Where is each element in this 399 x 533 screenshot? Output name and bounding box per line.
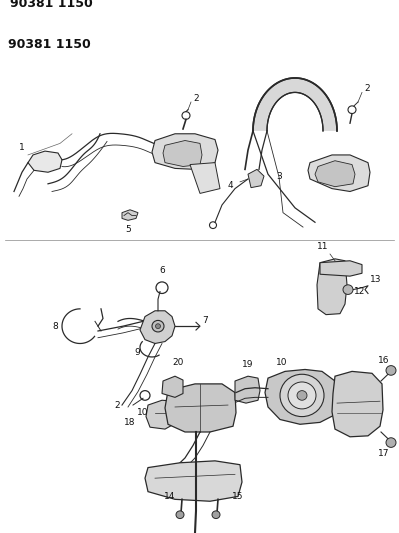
Polygon shape xyxy=(320,261,362,276)
Text: 17: 17 xyxy=(378,449,390,458)
Polygon shape xyxy=(248,169,264,188)
Polygon shape xyxy=(145,461,242,501)
Text: 6: 6 xyxy=(159,266,165,275)
Polygon shape xyxy=(162,376,183,398)
Polygon shape xyxy=(152,134,218,169)
Polygon shape xyxy=(163,141,202,166)
Text: 2: 2 xyxy=(115,401,120,409)
Circle shape xyxy=(288,382,316,409)
Circle shape xyxy=(280,374,324,417)
Polygon shape xyxy=(165,384,236,432)
Circle shape xyxy=(156,324,160,328)
Polygon shape xyxy=(315,161,355,187)
Text: 1: 1 xyxy=(19,143,25,152)
Circle shape xyxy=(297,391,307,400)
Text: 16: 16 xyxy=(378,356,390,365)
Text: 18: 18 xyxy=(124,418,135,427)
Text: 8: 8 xyxy=(52,322,58,330)
Polygon shape xyxy=(122,210,138,220)
Text: 7: 7 xyxy=(202,316,208,325)
Polygon shape xyxy=(235,376,260,403)
Polygon shape xyxy=(253,78,337,131)
Circle shape xyxy=(176,511,184,519)
Text: 13: 13 xyxy=(370,276,381,285)
Polygon shape xyxy=(332,372,383,437)
Polygon shape xyxy=(28,151,62,172)
Text: 11: 11 xyxy=(316,242,328,251)
Circle shape xyxy=(386,438,396,447)
Text: 9: 9 xyxy=(134,348,140,357)
Text: 10: 10 xyxy=(276,358,288,367)
Text: 2: 2 xyxy=(364,84,369,93)
Circle shape xyxy=(152,320,164,332)
Text: 15: 15 xyxy=(232,491,243,500)
Polygon shape xyxy=(265,369,338,424)
Text: 90381 1150: 90381 1150 xyxy=(8,37,91,51)
Text: 10: 10 xyxy=(136,408,148,417)
Polygon shape xyxy=(140,311,175,343)
Circle shape xyxy=(212,511,220,519)
Text: 14: 14 xyxy=(164,491,175,500)
Polygon shape xyxy=(190,163,220,193)
Circle shape xyxy=(386,366,396,375)
Text: 2: 2 xyxy=(193,94,199,103)
Polygon shape xyxy=(308,155,370,191)
Text: 5: 5 xyxy=(125,225,131,234)
Text: 20: 20 xyxy=(172,358,184,367)
Text: 3: 3 xyxy=(276,172,282,181)
Polygon shape xyxy=(317,259,347,314)
Circle shape xyxy=(343,285,353,294)
Text: 90381 1150: 90381 1150 xyxy=(10,0,93,11)
Text: 4: 4 xyxy=(227,181,233,190)
Polygon shape xyxy=(146,400,178,429)
Text: 12: 12 xyxy=(354,287,365,296)
Text: 19: 19 xyxy=(242,359,254,368)
